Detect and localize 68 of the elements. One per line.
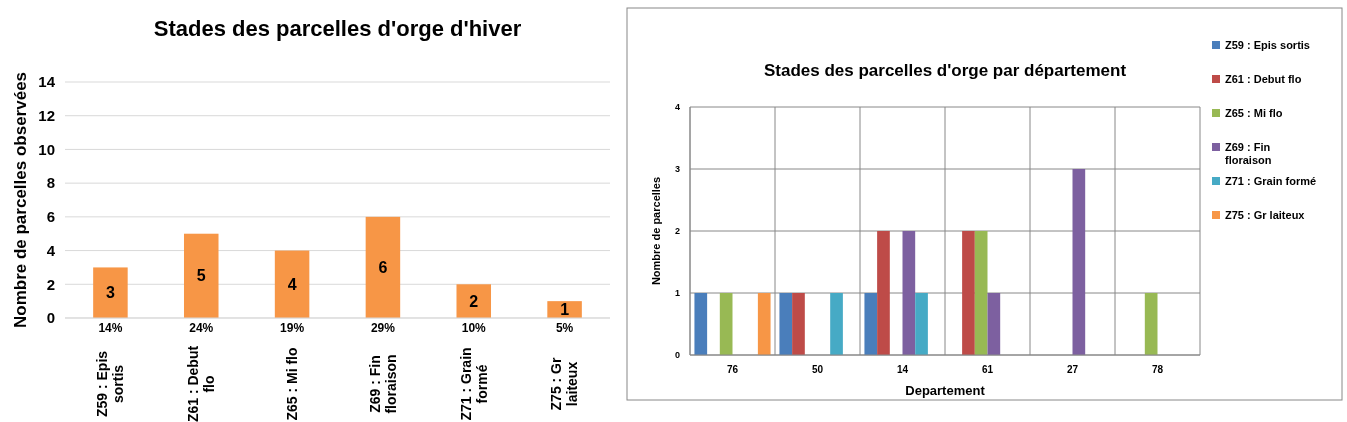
text: 14% [98, 321, 123, 335]
bar [902, 231, 916, 355]
legend-label: Z71 : Grain formé [1225, 174, 1317, 187]
data-label: 3 [105, 284, 115, 302]
legend-label: Z61 : Debut flo [1225, 72, 1302, 85]
text: 29% [370, 321, 396, 335]
x-tick-label: Z69 : Fin floraison [366, 354, 399, 414]
legend-label: Z75 : Gr laiteux [1225, 208, 1306, 221]
data-label: 2 [469, 292, 479, 310]
x-tick-label: 27 [1066, 364, 1079, 375]
bar [719, 293, 733, 355]
bar [93, 267, 128, 318]
y-tick-label: 0 [674, 350, 680, 361]
x-tick-label: Z59 : Epis sortis [94, 350, 127, 418]
data-label: 1 [560, 301, 570, 319]
y-tick-label: 0 [46, 309, 55, 327]
y-tick-label: 6 [46, 208, 55, 226]
bar [974, 231, 988, 355]
bar [365, 216, 401, 318]
y-tick-label: 2 [674, 226, 680, 237]
bar [830, 293, 843, 355]
chart-title: Stades des parcelles d'orge d'hiver [153, 16, 522, 41]
bar [757, 293, 771, 355]
bar [694, 293, 708, 355]
x-tick-label: 50 [811, 364, 824, 375]
y-tick-label: 2 [46, 275, 55, 293]
text: 24% [189, 321, 214, 335]
bar [792, 293, 805, 355]
bar [915, 293, 928, 355]
bar [274, 250, 310, 318]
bar [456, 284, 492, 318]
bar [183, 233, 219, 318]
x-tick-label: 14 [896, 364, 909, 375]
data-label: 4 [287, 275, 297, 293]
x-tick-label: Z61 : Debut flo [185, 345, 218, 422]
text: 5% [555, 321, 574, 335]
bar [877, 231, 890, 355]
legend-label: Z59 : Epis sortis [1225, 38, 1310, 51]
bar [779, 293, 793, 355]
y-tick-label: 10 [38, 140, 55, 158]
y-tick-label: 1 [674, 288, 680, 299]
text: 10% [461, 321, 487, 335]
x-tick-label: 78 [1151, 364, 1164, 375]
chart-title: Stades des parcelles d'orge par département [763, 61, 1127, 80]
y-axis-title: Nombre de parcelles observées [11, 71, 30, 329]
bar [1072, 169, 1086, 355]
text: 19% [280, 321, 305, 335]
bar [987, 293, 1001, 355]
x-tick-label: 61 [981, 364, 994, 375]
x-tick-label: Z71 : Grain formé [457, 347, 490, 421]
y-tick-label: 3 [674, 164, 680, 175]
x-tick-label: 76 [726, 364, 739, 375]
data-label: 6 [378, 259, 388, 277]
bar [962, 231, 975, 355]
legend-label: Z69 : Fin floraison [1225, 140, 1272, 167]
x-axis-title: Departement [905, 383, 986, 398]
x-tick-label: Z65 : Mi flo [283, 347, 300, 421]
y-tick-label: 8 [46, 174, 55, 192]
legend-label: Z65 : Mi flo [1225, 106, 1283, 119]
y-tick-label: 4 [674, 102, 680, 113]
x-tick-label: Z75 : Gr laiteux [548, 357, 581, 411]
y-axis-title: Nombre de parcelles [650, 176, 662, 286]
bar [1144, 293, 1158, 355]
data-label: 5 [196, 267, 206, 285]
y-tick-label: 14 [38, 73, 56, 91]
bar [864, 293, 878, 355]
y-tick-label: 12 [38, 106, 55, 124]
y-tick-label: 4 [46, 241, 56, 259]
